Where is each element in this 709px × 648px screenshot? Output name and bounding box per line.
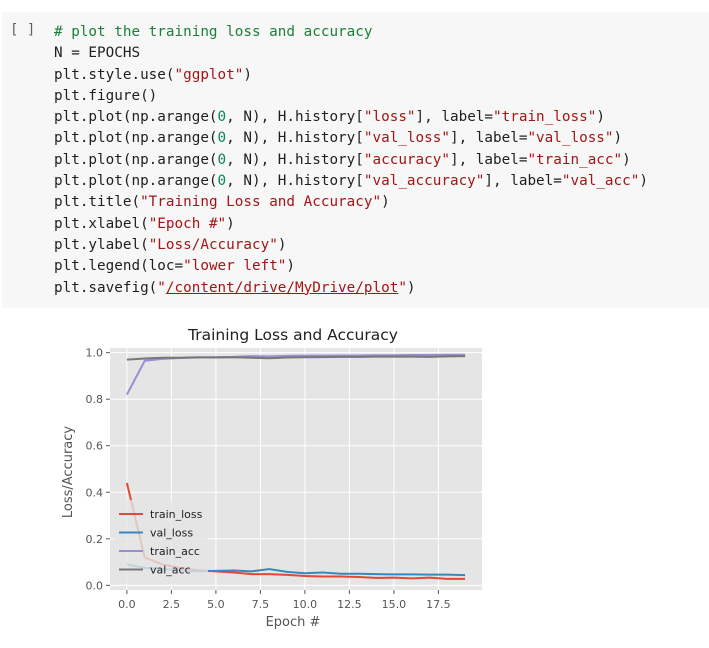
code-token: ], label= — [484, 173, 562, 190]
code-token: plt.style.use( — [54, 66, 175, 83]
run-cell-button[interactable]: [ ] — [10, 22, 36, 38]
code-token: # plot the training loss and accuracy — [54, 24, 373, 40]
code-token: ) — [596, 109, 605, 126]
y-tick-label: 0.4 — [86, 486, 104, 499]
x-tick-label: 0.0 — [118, 598, 136, 611]
code-cell[interactable]: # plot the training loss and accuracy N =… — [2, 12, 709, 308]
legend-label: val_loss — [150, 527, 193, 540]
x-tick-label: 7.5 — [252, 598, 270, 611]
code-editor[interactable]: # plot the training loss and accuracy N =… — [54, 22, 648, 299]
legend: train_loss val_loss train_acc val_acc — [114, 500, 208, 584]
code-token: , N), H.history[ — [226, 151, 364, 168]
code-token: plt.legend(loc= — [54, 258, 184, 275]
y-tick-label: 0.0 — [86, 579, 104, 592]
code-token: ) — [381, 194, 390, 211]
code-line: plt.legend(loc="lower left") — [54, 256, 648, 277]
code-token: ) — [406, 279, 416, 296]
code-line: plt.plot(np.arange(0, N), H.history["val… — [54, 171, 648, 192]
code-token: ) — [243, 66, 252, 83]
x-tick-label: 15.0 — [382, 598, 407, 611]
code-token: plt.plot(np.arange( — [54, 130, 218, 147]
code-line: plt.style.use("ggplot") — [54, 65, 648, 86]
code-line: plt.savefig("/content/drive/MyDrive/plot… — [54, 278, 648, 299]
legend-label: train_loss — [150, 508, 203, 521]
code-token: "train_acc" — [527, 151, 623, 168]
legend-box — [114, 500, 208, 584]
code-token: 0 — [217, 173, 227, 190]
code-token: "loss" — [363, 109, 416, 126]
code-token: /content/drive/MyDrive/plot — [165, 279, 399, 296]
code-token: ], label= — [415, 109, 494, 126]
code-line: plt.ylabel("Loss/Accuracy") — [54, 235, 648, 256]
code-token: ], label= — [449, 130, 528, 147]
code-token: ) — [277, 236, 287, 253]
y-tick-label: 0.8 — [86, 393, 104, 406]
code-line: plt.figure() — [54, 86, 648, 107]
series-line-val-acc — [126, 355, 466, 361]
code-token: "Training Loss and Accuracy" — [140, 194, 382, 211]
x-tick-label: 12.5 — [337, 598, 362, 611]
code-line: plt.title("Training Loss and Accuracy") — [54, 192, 648, 213]
code-token: "val_loss" — [527, 130, 614, 147]
code-line: plt.plot(np.arange(0, N), H.history["val… — [54, 128, 648, 149]
code-token: " — [398, 279, 407, 296]
code-token: N = EPOCHS — [54, 45, 141, 62]
code-line: plt.plot(np.arange(0, N), H.history["los… — [54, 107, 648, 128]
code-token: ) — [226, 215, 235, 232]
y-axis-label: Loss/Accuracy — [61, 426, 76, 519]
x-axis-label: Epoch # — [266, 615, 321, 630]
code-token: ) — [613, 130, 623, 147]
code-token: ) — [286, 258, 296, 275]
y-tick-label: 0.6 — [86, 440, 104, 453]
code-token: "ggplot" — [174, 66, 244, 83]
code-token: " — [157, 279, 166, 296]
code-token: 0 — [217, 151, 227, 168]
code-line: plt.plot(np.arange(0, N), H.history["acc… — [54, 150, 648, 171]
code-token: plt.ylabel( — [54, 236, 149, 253]
code-token: ) — [639, 173, 648, 190]
training-chart: Training Loss and Accuracy Epoch # Loss/… — [61, 326, 482, 630]
x-tick-label: 2.5 — [163, 598, 181, 611]
x-tick-label: 17.5 — [426, 598, 451, 611]
code-token: "val_acc" — [561, 173, 640, 190]
legend-label: val_acc — [150, 564, 191, 577]
code-token: plt.plot(np.arange( — [54, 173, 218, 190]
code-token: plt.xlabel( — [54, 215, 149, 232]
code-token: plt.title( — [54, 194, 141, 211]
code-token: 0 — [217, 130, 227, 147]
code-token: plt.plot(np.arange( — [54, 109, 218, 126]
code-line: # plot the training loss and accuracy — [54, 22, 648, 43]
code-token: , N), H.history[ — [226, 173, 364, 190]
code-token: "val_accuracy" — [363, 173, 485, 190]
x-tick-label: 10.0 — [293, 598, 318, 611]
code-line: plt.xlabel("Epoch #") — [54, 214, 648, 235]
code-token: ], label= — [449, 151, 528, 168]
code-token: , N), H.history[ — [226, 109, 364, 126]
code-token: "Loss/Accuracy" — [148, 236, 278, 253]
code-token: ) — [622, 151, 631, 168]
code-token: plt.figure() — [54, 87, 158, 104]
y-tick-label: 1.0 — [86, 347, 104, 360]
code-token: "val_loss" — [363, 130, 450, 147]
cell-output: Training Loss and Accuracy Epoch # Loss/… — [40, 314, 510, 644]
legend-label: train_acc — [150, 545, 200, 558]
code-token: "accuracy" — [363, 151, 450, 168]
code-token: "Epoch #" — [148, 215, 227, 232]
code-token: "train_loss" — [493, 109, 597, 126]
code-token: , N), H.history[ — [226, 130, 364, 147]
code-token: plt.plot(np.arange( — [54, 151, 218, 168]
code-token: "lower left" — [183, 258, 287, 275]
code-line: N = EPOCHS — [54, 43, 648, 64]
y-tick-label: 0.2 — [86, 533, 104, 546]
chart-title: Training Loss and Accuracy — [187, 326, 398, 344]
code-token: plt.savefig( — [54, 279, 158, 296]
x-tick-label: 5.0 — [207, 598, 225, 611]
code-token: 0 — [217, 109, 227, 126]
